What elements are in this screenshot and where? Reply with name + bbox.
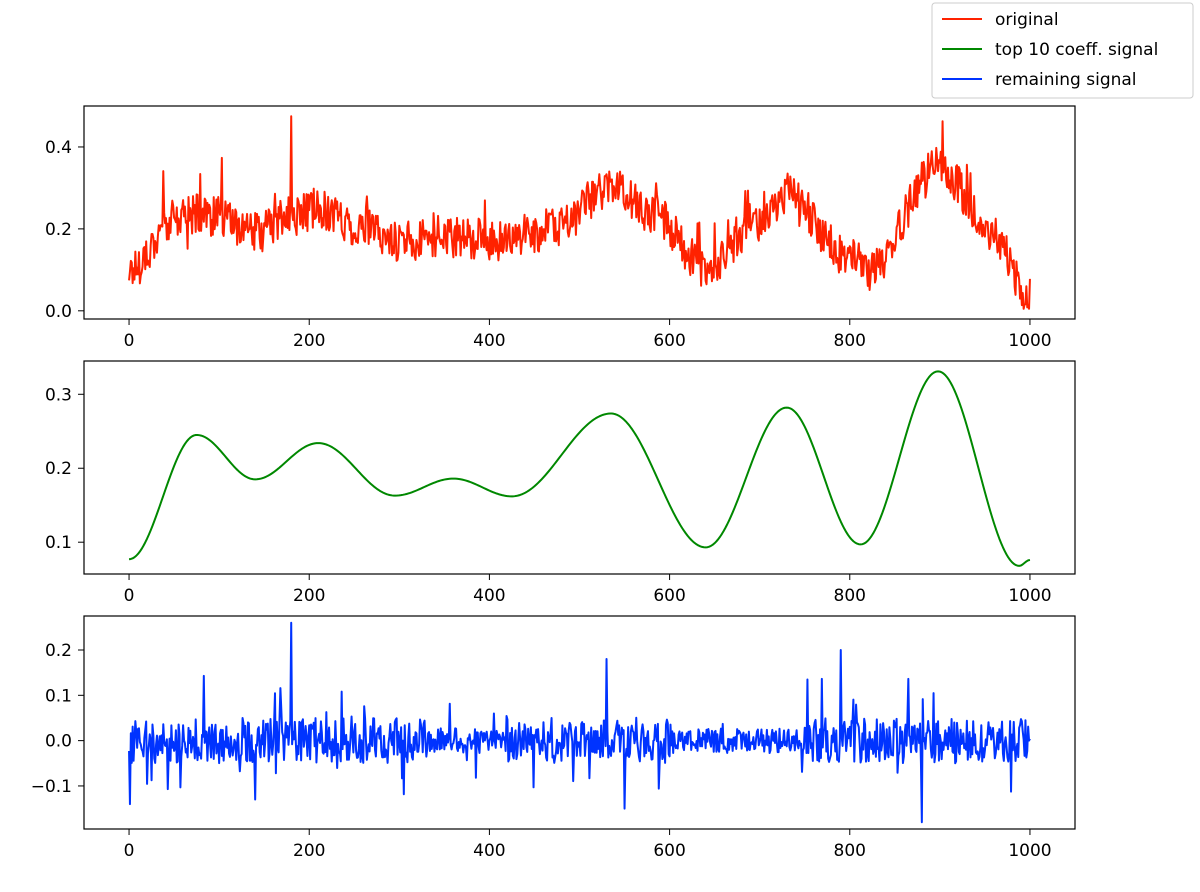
- x-tick-label-1-600: 600: [653, 586, 685, 606]
- legend-label-original: original: [995, 10, 1059, 30]
- x-tick-label-1-400: 400: [473, 586, 505, 606]
- x-tick-label-2-800: 800: [834, 841, 866, 861]
- x-tick-label-0-400: 400: [473, 331, 505, 351]
- y-tick-label-1-1: 0.2: [45, 459, 72, 479]
- y-tick-label-1-0: 0.1: [45, 533, 72, 553]
- x-tick-label-2-200: 200: [293, 841, 325, 861]
- x-tick-label-1-0: 0: [124, 586, 135, 606]
- subplot-top10-signal: 0 200 400 600 800 1000 0.1 0.2 0.3: [45, 360, 1076, 606]
- x-tick-label-2-600: 600: [653, 841, 685, 861]
- y-tick-label-1-2: 0.3: [45, 385, 72, 405]
- y-tick-label-2-2: 0.1: [45, 686, 72, 706]
- series-line-original: [128, 115, 1031, 310]
- legend: original top 10 coeff. signal remaining …: [931, 2, 1194, 99]
- x-tick-label-1-1000: 1000: [1008, 586, 1051, 606]
- x-tick-label-0-0: 0: [124, 331, 135, 351]
- axes-frame-2: [83, 615, 1076, 830]
- x-tick-label-1-200: 200: [293, 586, 325, 606]
- legend-label-remaining: remaining signal: [995, 70, 1137, 90]
- y-tick-label-0-0: 0.0: [45, 302, 72, 322]
- x-tick-label-1-800: 800: [834, 586, 866, 606]
- subplot-remaining-signal: 0 200 400 600 800 1000 −0.1 0.0 0.1 0.2: [31, 615, 1076, 861]
- legend-label-top10: top 10 coeff. signal: [995, 40, 1158, 60]
- x-tick-label-0-200: 200: [293, 331, 325, 351]
- x-tick-label-2-1000: 1000: [1008, 841, 1051, 861]
- y-tick-label-0-1: 0.2: [45, 220, 72, 240]
- series-line-remaining: [128, 621, 1031, 824]
- y-tick-label-0-2: 0.4: [45, 138, 72, 158]
- axes-frame-0: [83, 105, 1076, 320]
- y-tick-label-2-1: 0.0: [45, 732, 72, 752]
- y-tick-label-2-0: −0.1: [31, 777, 72, 797]
- x-tick-label-2-0: 0: [124, 841, 135, 861]
- x-tick-label-0-800: 800: [834, 331, 866, 351]
- subplot-original: 0 200 400 600 800 1000 0.0 0.2 0.4: [45, 105, 1076, 351]
- x-tick-label-0-600: 600: [653, 331, 685, 351]
- x-tick-label-0-1000: 1000: [1008, 331, 1051, 351]
- series-line-top10: [128, 370, 1031, 567]
- axes-frame-1: [83, 360, 1076, 575]
- y-tick-label-2-3: 0.2: [45, 641, 72, 661]
- legend-frame: [931, 2, 1194, 99]
- x-tick-label-2-400: 400: [473, 841, 505, 861]
